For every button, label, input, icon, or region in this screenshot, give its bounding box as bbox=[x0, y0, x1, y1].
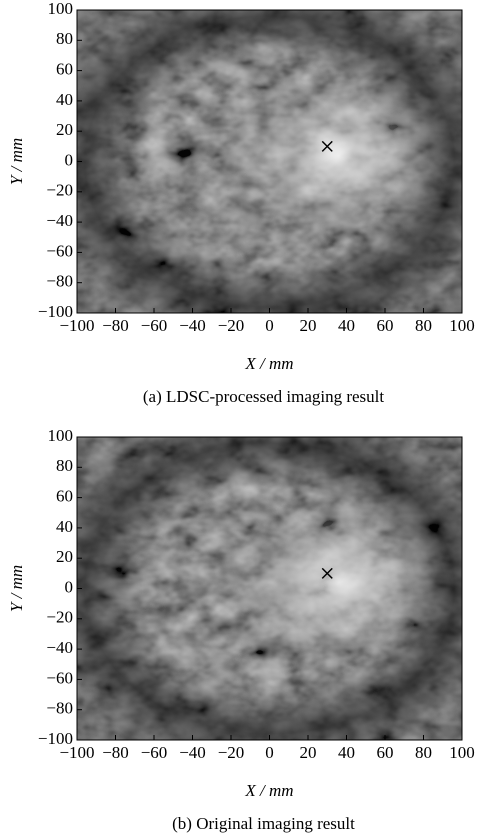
x-tick-label: 60 bbox=[377, 743, 394, 762]
y-tick-label: −80 bbox=[46, 699, 73, 718]
y-axis-label: Y / mm bbox=[7, 565, 26, 612]
x-tick-label: 20 bbox=[300, 316, 317, 335]
x-tick-label: −80 bbox=[102, 743, 129, 762]
image-blob bbox=[77, 10, 462, 313]
x-axis-label: X / mm bbox=[244, 781, 293, 800]
y-tick-label: 40 bbox=[56, 517, 73, 536]
x-tick-label: 0 bbox=[265, 743, 274, 762]
y-tick-label: −40 bbox=[46, 211, 73, 230]
x-tick-label: 80 bbox=[415, 316, 432, 335]
x-tick-label: −20 bbox=[218, 316, 245, 335]
x-tick-label: −40 bbox=[179, 316, 206, 335]
y-tick-label: −60 bbox=[46, 241, 73, 260]
caption: (b) Original imaging result bbox=[172, 814, 355, 833]
x-tick-label: −100 bbox=[59, 316, 94, 335]
y-tick-label: 100 bbox=[48, 426, 74, 445]
x-tick-label: −60 bbox=[141, 316, 168, 335]
x-tick-label: 80 bbox=[415, 743, 432, 762]
x-tick-label: 100 bbox=[449, 316, 475, 335]
x-tick-label: −40 bbox=[179, 743, 206, 762]
y-tick-label: 100 bbox=[48, 0, 74, 18]
y-tick-label: −100 bbox=[38, 302, 73, 321]
x-tick-label: −20 bbox=[218, 743, 245, 762]
x-tick-label: 40 bbox=[338, 316, 355, 335]
y-tick-label: −20 bbox=[46, 608, 73, 627]
y-tick-label: −40 bbox=[46, 638, 73, 657]
y-tick-label: −80 bbox=[46, 272, 73, 291]
x-tick-label: −60 bbox=[141, 743, 168, 762]
y-tick-label: 80 bbox=[56, 456, 73, 475]
y-tick-label: 80 bbox=[56, 29, 73, 48]
y-axis-label: Y / mm bbox=[7, 138, 26, 185]
y-tick-label: −20 bbox=[46, 181, 73, 200]
y-tick-label: −100 bbox=[38, 729, 73, 748]
x-tick-label: 40 bbox=[338, 743, 355, 762]
y-tick-label: 60 bbox=[56, 487, 73, 506]
x-tick-label: 60 bbox=[377, 316, 394, 335]
x-tick-label: −100 bbox=[59, 743, 94, 762]
x-tick-label: 0 bbox=[265, 316, 274, 335]
caption: (a) LDSC-processed imaging result bbox=[143, 387, 385, 406]
y-tick-label: 0 bbox=[65, 150, 74, 169]
y-tick-label: 20 bbox=[56, 120, 73, 139]
y-tick-label: 60 bbox=[56, 60, 73, 79]
y-tick-label: 20 bbox=[56, 547, 73, 566]
x-tick-label: 20 bbox=[300, 743, 317, 762]
x-axis-label: X / mm bbox=[244, 354, 293, 373]
marker bbox=[321, 140, 333, 152]
y-tick-label: 40 bbox=[56, 90, 73, 109]
marker bbox=[321, 567, 333, 579]
image-blob bbox=[77, 437, 462, 740]
y-tick-label: −60 bbox=[46, 668, 73, 687]
x-tick-label: −80 bbox=[102, 316, 129, 335]
y-tick-label: 0 bbox=[65, 577, 74, 596]
x-tick-label: 100 bbox=[449, 743, 475, 762]
